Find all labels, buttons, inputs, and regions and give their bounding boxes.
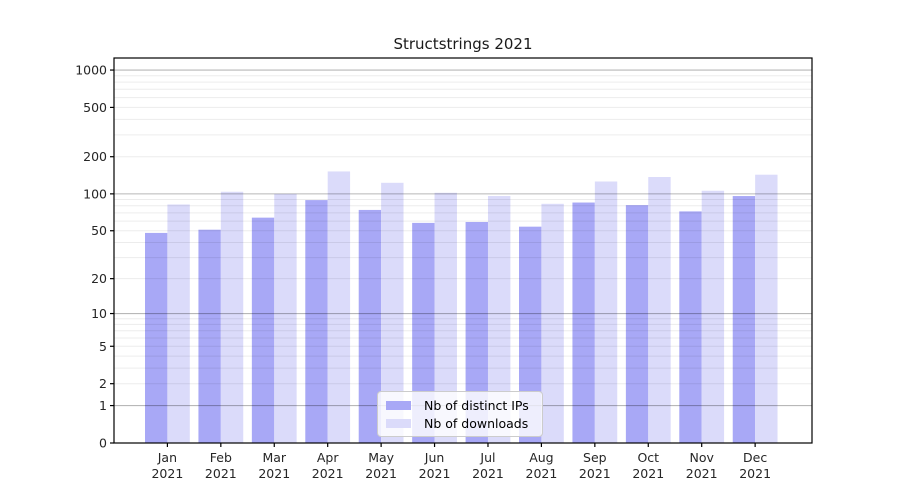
bar-nb-of-distinct-ips-oct: [625, 205, 649, 443]
x-tick-label-jul: Jul 2021: [472, 450, 504, 481]
y-tick-label-100: 100: [83, 186, 107, 201]
y-tick-label-1000: 1000: [75, 63, 107, 78]
legend-row-distinct-ips: Nb of distinct IPs: [386, 397, 542, 413]
legend-row-downloads: Nb of downloads: [386, 415, 542, 431]
bar-nb-of-distinct-ips-dec: [732, 196, 756, 443]
bar-nb-of-downloads-feb: [220, 191, 244, 443]
x-tick-label-feb: Feb 2021: [205, 450, 237, 481]
bar-nb-of-distinct-ips-aug: [519, 226, 542, 443]
y-tick-label-10: 10: [91, 306, 107, 321]
bar-nb-of-distinct-ips-nov: [679, 211, 702, 443]
x-tick-label-oct: Oct 2021: [632, 450, 664, 481]
bar-nb-of-distinct-ips-sep: [572, 202, 595, 443]
x-tick-label-jan: Jan 2021: [151, 450, 183, 481]
y-tick-label-0: 0: [99, 436, 107, 451]
x-tick-label-sep: Sep 2021: [579, 450, 611, 481]
y-tick-label-2: 2: [99, 376, 107, 391]
bar-nb-of-downloads-mar: [274, 193, 297, 443]
legend-swatch-distinct-ips: [386, 400, 411, 410]
bar-nb-of-downloads-jun: [434, 192, 457, 443]
y-tick-label-500: 500: [83, 100, 107, 115]
x-tick-label-mar: Mar 2021: [258, 450, 290, 481]
bar-nb-of-downloads-oct: [648, 177, 671, 443]
bar-nb-of-distinct-ips-jan: [145, 232, 168, 443]
x-tick-label-nov: Nov 2021: [686, 450, 718, 481]
bar-nb-of-downloads-dec: [755, 174, 778, 443]
x-tick-label-jun: Jun 2021: [419, 450, 451, 481]
bar-nb-of-downloads-aug: [541, 203, 564, 443]
legend-swatch-downloads: [386, 418, 411, 428]
x-tick-label-aug: Aug 2021: [526, 450, 558, 481]
y-tick-label-200: 200: [83, 149, 107, 164]
bar-nb-of-distinct-ips-jul: [465, 221, 488, 443]
bar-nb-of-distinct-ips-mar: [251, 217, 275, 443]
x-tick-label-may: May 2021: [365, 450, 397, 481]
y-tick-label-1: 1: [99, 398, 107, 413]
bar-nb-of-downloads-may: [381, 182, 404, 443]
legend: Nb of distinct IPs Nb of downloads: [377, 391, 543, 437]
bar-nb-of-downloads-nov: [701, 190, 725, 443]
bar-nb-of-downloads-jan: [167, 204, 190, 443]
y-tick-label-5: 5: [99, 339, 107, 354]
y-tick-label-20: 20: [91, 271, 107, 286]
bar-nb-of-downloads-sep: [594, 181, 618, 443]
legend-label-distinct-ips: Nb of distinct IPs: [424, 397, 529, 413]
x-tick-label-dec: Dec 2021: [739, 450, 771, 481]
bar-nb-of-distinct-ips-feb: [198, 229, 221, 443]
bar-nb-of-downloads-jul: [487, 196, 511, 443]
bar-nb-of-downloads-apr: [327, 171, 351, 443]
y-tick-label-50: 50: [91, 223, 107, 238]
legend-label-downloads: Nb of downloads: [424, 415, 529, 431]
bar-nb-of-distinct-ips-apr: [305, 200, 328, 443]
bar-nb-of-distinct-ips-may: [358, 209, 382, 443]
plot-border: [113, 57, 813, 444]
chart-title: Structstrings 2021: [393, 35, 533, 53]
bar-nb-of-distinct-ips-jun: [412, 222, 435, 443]
x-tick-label-apr: Apr 2021: [312, 450, 344, 481]
